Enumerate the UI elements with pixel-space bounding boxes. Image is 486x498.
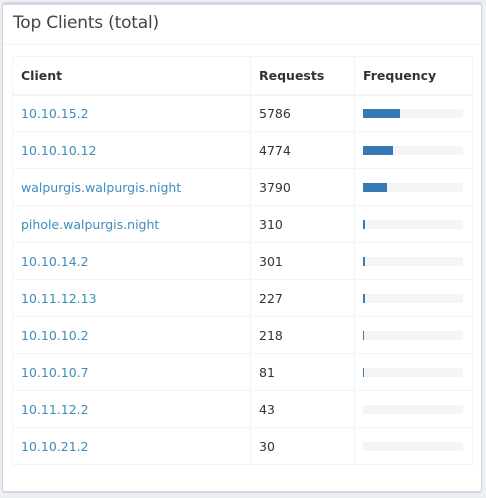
- requests-cell: 30: [250, 427, 355, 465]
- client-link[interactable]: 10.11.12.2: [21, 401, 89, 417]
- requests-cell: 4774: [250, 131, 355, 169]
- frequency-cell: [354, 316, 473, 354]
- requests-cell: 3790: [250, 168, 355, 206]
- client-link[interactable]: 10.10.21.2: [21, 438, 89, 454]
- frequency-bar-fill: [363, 256, 365, 266]
- column-header-frequency: Frequency: [354, 56, 473, 96]
- frequency-bar-track: [363, 182, 463, 192]
- client-cell: 10.11.12.2: [12, 390, 251, 428]
- frequency-bar-track: [363, 256, 463, 266]
- requests-cell: 310: [250, 205, 355, 243]
- client-cell: 10.10.21.2: [12, 427, 251, 465]
- requests-cell: 218: [250, 316, 355, 354]
- table-row: 10.11.12.2 43: [12, 390, 473, 428]
- panel-header: Top Clients (total): [3, 5, 481, 45]
- client-cell: pihole.walpurgis.night: [12, 205, 251, 243]
- client-link[interactable]: 10.11.12.13: [21, 290, 97, 306]
- frequency-bar-fill: [363, 108, 400, 118]
- table-row: 10.10.15.2 5786: [12, 94, 473, 132]
- frequency-bar-fill: [363, 182, 387, 192]
- frequency-bar-track: [363, 404, 463, 414]
- requests-cell: 81: [250, 353, 355, 391]
- table-row: walpurgis.walpurgis.night 3790: [12, 168, 473, 206]
- frequency-bar-fill: [363, 219, 365, 229]
- frequency-bar-track: [363, 367, 463, 377]
- frequency-cell: [354, 242, 473, 280]
- column-header-requests: Requests: [250, 56, 355, 96]
- frequency-cell: [354, 94, 473, 132]
- table-row: 10.11.12.13 227: [12, 279, 473, 317]
- table-row: 10.10.21.2 30: [12, 427, 473, 465]
- client-link[interactable]: 10.10.14.2: [21, 253, 89, 269]
- frequency-bar-track: [363, 108, 463, 118]
- frequency-bar-track: [363, 441, 463, 451]
- frequency-bar-track: [363, 219, 463, 229]
- frequency-cell: [354, 390, 473, 428]
- requests-cell: 43: [250, 390, 355, 428]
- table-row: 10.10.14.2 301: [12, 242, 473, 280]
- frequency-bar-fill: [363, 145, 393, 155]
- table-row: 10.10.10.2 218: [12, 316, 473, 354]
- client-cell: 10.10.10.2: [12, 316, 251, 354]
- client-cell: 10.10.10.7: [12, 353, 251, 391]
- frequency-bar-fill: [363, 293, 365, 303]
- frequency-bar-track: [363, 293, 463, 303]
- requests-cell: 227: [250, 279, 355, 317]
- top-clients-panel: Top Clients (total) Client Requests Freq…: [2, 2, 482, 492]
- panel-title: Top Clients (total): [13, 13, 159, 33]
- table-row: 10.10.10.7 81: [12, 353, 473, 391]
- client-link[interactable]: pihole.walpurgis.night: [21, 216, 160, 232]
- client-cell: 10.11.12.13: [12, 279, 251, 317]
- top-clients-table: Client Requests Frequency 10.10.15.2 5786…: [12, 56, 473, 465]
- frequency-bar-fill: [363, 330, 365, 340]
- frequency-cell: [354, 168, 473, 206]
- client-link[interactable]: 10.10.10.2: [21, 327, 89, 343]
- requests-cell: 5786: [250, 94, 355, 132]
- client-cell: 10.10.14.2: [12, 242, 251, 280]
- column-header-client: Client: [12, 56, 251, 96]
- client-cell: walpurgis.walpurgis.night: [12, 168, 251, 206]
- client-link[interactable]: walpurgis.walpurgis.night: [21, 179, 182, 195]
- panel-body: Client Requests Frequency 10.10.15.2 5786…: [3, 45, 481, 465]
- frequency-cell: [354, 279, 473, 317]
- frequency-cell: [354, 131, 473, 169]
- table-header-row: Client Requests Frequency: [12, 56, 473, 96]
- frequency-cell: [354, 353, 473, 391]
- frequency-bar-track: [363, 145, 463, 155]
- table-row: pihole.walpurgis.night 310: [12, 205, 473, 243]
- frequency-cell: [354, 427, 473, 465]
- frequency-bar-fill: [363, 367, 365, 377]
- client-cell: 10.10.10.12: [12, 131, 251, 169]
- table-row: 10.10.10.12 4774: [12, 131, 473, 169]
- requests-cell: 301: [250, 242, 355, 280]
- client-link[interactable]: 10.10.10.7: [21, 364, 89, 380]
- frequency-bar-track: [363, 330, 463, 340]
- client-link[interactable]: 10.10.10.12: [21, 142, 97, 158]
- client-link[interactable]: 10.10.15.2: [21, 105, 89, 121]
- frequency-cell: [354, 205, 473, 243]
- client-cell: 10.10.15.2: [12, 94, 251, 132]
